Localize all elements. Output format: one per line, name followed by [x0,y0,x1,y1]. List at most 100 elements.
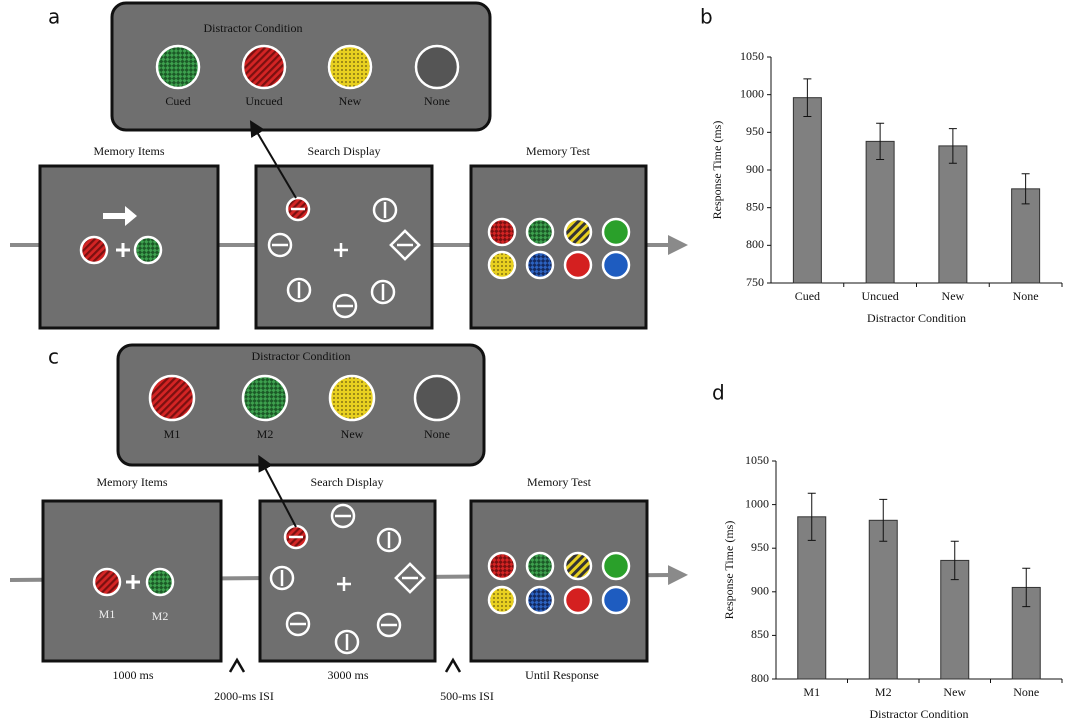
y-axis-label: Response Time (ms) [710,121,724,220]
x-tick-label: Uncued [861,289,898,303]
condition-label: New [341,427,364,441]
duration: Until Response [525,668,599,682]
y-tick-label: 1000 [745,496,769,510]
duration: 3000 ms [327,668,368,682]
panel-label: b [700,5,713,29]
bar [939,146,967,283]
y-tick-label: 900 [751,584,769,598]
shape [135,237,161,263]
stimulus [334,295,356,317]
bar [798,517,826,679]
y-tick-label: 800 [746,237,764,251]
stimulus [378,529,400,551]
shape [603,252,629,278]
shape [81,237,107,263]
condition-label: None [424,94,450,108]
y-tick-label: 800 [751,671,769,685]
shape [329,46,371,88]
isi-label: 500-ms ISI [440,689,494,703]
y-tick-label: 750 [746,275,764,289]
frame-title: Memory Test [526,144,591,158]
frame-title: Memory Items [97,475,168,489]
stimulus [374,199,396,221]
x-tick-label: M1 [803,685,820,699]
shape [565,219,591,245]
shape [243,376,287,420]
shape [489,219,515,245]
shape [489,587,515,613]
shape [40,166,218,328]
shape [603,553,629,579]
stimulus [269,234,291,256]
frame-title: Memory Items [94,144,165,158]
bar [869,520,897,679]
x-axis-label: Distractor Condition [867,311,966,325]
x-tick-label: None [1013,685,1039,699]
y-tick-label: 850 [746,199,764,213]
bar [866,141,894,283]
x-tick-label: Cued [795,289,820,303]
isi-label: 2000-ms ISI [214,689,274,703]
stimulus [372,281,394,303]
shape [527,587,553,613]
condition-label: Uncued [245,94,282,108]
y-tick-label: 950 [746,124,764,138]
y-tick-label: 1050 [745,453,769,467]
y-tick-label: 1050 [740,49,764,63]
shape [527,252,553,278]
figure: a Memory Items Search Display Memory Tes… [0,0,1068,719]
y-tick-label: 950 [751,540,769,554]
box-title: Distractor Condition [252,349,351,363]
shape [565,553,591,579]
shape [94,569,120,595]
x-tick-label: None [1013,289,1039,303]
panel-label: c [48,345,59,369]
x-tick-label: New [943,685,966,699]
x-tick-label: M2 [875,685,892,699]
condition-label: M1 [164,427,181,441]
item-label: M1 [99,607,116,621]
condition-label: None [424,427,450,441]
shape [330,376,374,420]
bar [793,98,821,283]
shape [150,376,194,420]
stimulus [332,505,354,527]
shape [603,587,629,613]
condition-label: New [339,94,362,108]
stimulus [271,567,293,589]
y-tick-label: 1000 [740,86,764,100]
condition-label: M2 [257,427,274,441]
shape [157,46,199,88]
x-tick-label: New [942,289,965,303]
y-tick-label: 900 [746,162,764,176]
stimulus [285,526,307,548]
panel-label: d [712,381,725,405]
y-axis-label: Response Time (ms) [722,521,736,620]
stimulus [287,198,309,220]
frame-title: Search Display [311,475,384,489]
stimulus [288,279,310,301]
stimulus [287,613,309,635]
frame-title: Search Display [308,144,381,158]
shape [565,587,591,613]
shape [603,219,629,245]
y-tick-label: 850 [751,627,769,641]
frame-title: Memory Test [527,475,592,489]
stimulus [336,631,358,653]
condition-label: Cued [165,94,190,108]
shape [471,501,647,661]
shape [565,252,591,278]
shape [471,166,646,328]
panel-label: a [48,5,60,29]
shape [243,46,285,88]
shape [527,219,553,245]
shape [416,46,458,88]
shape [489,553,515,579]
duration: 1000 ms [112,668,153,682]
shape [489,252,515,278]
stimulus [378,614,400,636]
shape [527,553,553,579]
shape [415,376,459,420]
x-axis-label: Distractor Condition [870,707,969,719]
box-title: Distractor Condition [204,21,303,35]
